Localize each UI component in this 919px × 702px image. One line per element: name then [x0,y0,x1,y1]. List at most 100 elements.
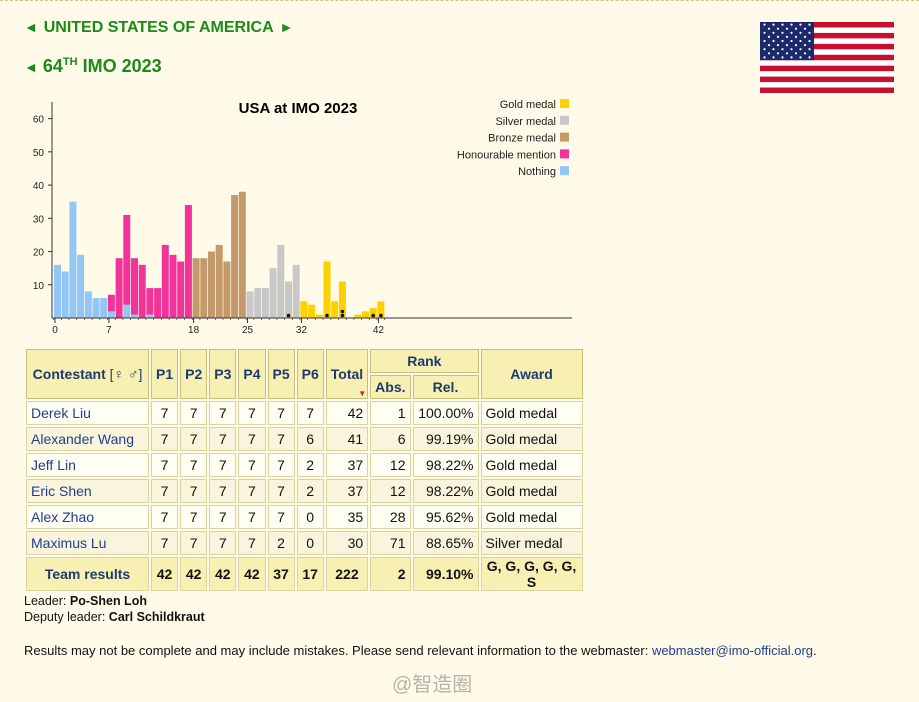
legend-label: Silver medal [495,116,556,128]
top-divider [0,0,919,1]
problem-score: 7 [209,453,237,477]
award: Gold medal [480,505,583,529]
problem-score: 7 [238,427,266,451]
total-score: 42 [325,401,369,425]
abs-rank: 71 [370,531,411,555]
bar-honourable-mention-7 [107,294,115,312]
x-tick-label: 32 [296,325,308,336]
usa-contestant-marker [379,313,383,318]
imo-number: 64 [42,56,63,76]
bar-gold-medal-35 [323,261,331,318]
contestant-name[interactable]: Eric Shen [26,479,149,503]
bar-gold-medal-40 [362,311,369,318]
team-problem-score: 17 [296,557,324,591]
legend-swatch [560,99,569,108]
bar-honourable-mention-16 [177,261,185,318]
usa-contestant-marker [325,313,329,318]
contestant-name[interactable]: Maximus Lu [26,531,149,555]
header-contestant[interactable]: Contestant [♀ ♂] [26,349,149,399]
header-p2[interactable]: P2 [180,349,208,399]
problem-score: 7 [267,453,295,477]
usa-contestant-marker [340,309,345,314]
imo-suffix: TH [62,56,78,68]
bar-bronze-medal-18 [192,258,200,318]
header-p6[interactable]: P6 [296,349,324,399]
bar-silver-medal-25 [246,291,254,318]
problem-score: 2 [267,531,295,555]
rel-rank: 98.22% [412,479,479,503]
header-award[interactable]: Award [480,349,583,399]
problem-score: 7 [238,531,266,555]
problem-score: 7 [180,479,208,503]
webmaster-email-link[interactable]: webmaster@imo-official.org [651,643,814,658]
country-name: United States of America [43,19,274,36]
problem-score: 2 [296,453,324,477]
leaders-info: Leader: Po-Shen Loh Deputy leader: Carl … [24,593,205,625]
bar-nothing-1 [61,271,69,318]
right-arrow-icon[interactable]: ► [279,19,294,35]
problem-score: 7 [151,427,179,451]
bar-nothing-10 [131,314,138,318]
contestant-name[interactable]: Jeff Lin [26,453,149,477]
bar-bronze-medal-20 [208,251,215,318]
bar-bronze-medal-19 [200,258,208,318]
left-arrow-icon[interactable]: ◄ [24,19,38,35]
problem-score: 7 [151,479,179,503]
x-tick-label: 42 [373,325,385,336]
header-p4[interactable]: P4 [238,349,266,399]
award: Gold medal [480,401,583,425]
problem-score: 7 [296,401,324,425]
bar-gold-medal-36 [331,301,339,318]
header-p3[interactable]: P3 [209,349,237,399]
problem-score: 7 [180,427,208,451]
bar-honourable-mention-12 [146,288,154,315]
x-tick-label: 18 [188,325,200,336]
abs-rank: 1 [370,401,411,425]
contestant-name[interactable]: Alex Zhao [26,505,149,529]
bar-gold-medal-32 [300,301,308,318]
bar-honourable-mention-15 [169,254,177,318]
problem-score: 7 [151,531,179,555]
rel-rank: 100.00% [412,401,479,425]
total-score: 30 [325,531,369,555]
usa-contestant-marker [371,313,376,318]
table-row: Jeff Lin 7 7 7 7 7 2 37 12 98.22% Gold medal [26,453,583,477]
gender-filter[interactable]: [♀ ♂] [109,366,143,382]
header-abs[interactable]: Abs. [370,375,411,399]
header-total[interactable]: Total ▼ [325,349,369,399]
bar-honourable-mention-8 [115,258,123,318]
bar-honourable-mention-11 [138,264,146,318]
legend-label: Nothing [518,166,556,178]
team-abs-rank: 2 [370,557,411,591]
problem-score: 7 [209,479,237,503]
problem-score: 7 [267,427,295,451]
table-row: Alexander Wang 7 7 7 7 7 6 41 6 99.19% Gold medal [26,427,583,451]
award: Gold medal [480,427,583,451]
legend-label: Gold medal [500,99,556,111]
header-rel[interactable]: Rel. [412,375,479,399]
bar-gold-medal-33 [308,304,316,318]
header-p5[interactable]: P5 [267,349,295,399]
contestant-name[interactable]: Derek Liu [26,401,149,425]
problem-score: 7 [238,505,266,529]
team-award: G, G, G, G, G, S [480,557,583,591]
problem-score: 7 [180,401,208,425]
award: Silver medal [480,531,583,555]
bar-silver-medal-30 [285,281,292,318]
header-p1[interactable]: P1 [151,349,179,399]
total-score: 41 [325,427,369,451]
bar-nothing-12 [146,314,154,318]
rel-rank: 95.62% [412,505,479,529]
bar-bronze-medal-22 [223,261,231,318]
rel-rank: 99.19% [412,427,479,451]
bar-nothing-9 [123,304,131,318]
bar-nothing-0 [54,264,61,318]
problem-score: 7 [238,401,266,425]
x-tick-label: 0 [52,325,58,336]
left-arrow-icon[interactable]: ◄ [24,59,38,75]
problem-score: 7 [209,427,237,451]
disclaimer-text: Results may not be complete and may incl… [24,643,649,658]
x-tick-label: 7 [106,325,112,336]
disclaimer-note: Results may not be complete and may incl… [24,643,817,658]
contestant-name[interactable]: Alexander Wang [26,427,149,451]
